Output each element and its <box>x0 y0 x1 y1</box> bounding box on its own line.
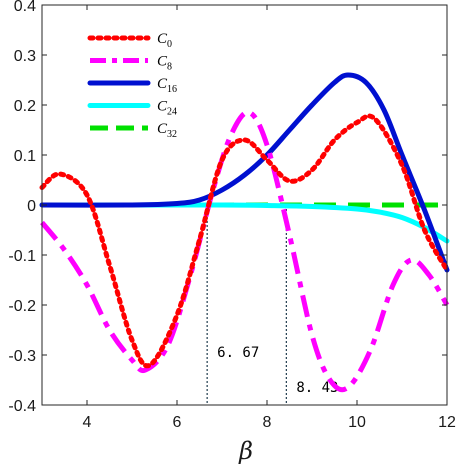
axes-layer: 4 6 8 10 12 -0.4 -0.3 -0.2 -0.1 0 0.1 0.2 0.3 0.4 <box>8 0 456 431</box>
y-tick-label: -0.3 <box>8 348 36 365</box>
y-tick-label: 0.3 <box>14 48 36 65</box>
legend-label: C24 <box>157 99 177 118</box>
series-layer <box>39 72 450 393</box>
legend-label: C16 <box>157 76 177 95</box>
annotation-layer: 6. 67 8. 43 <box>206 205 339 405</box>
x-tick-label: 4 <box>83 414 92 431</box>
legend: C0 C8 C16 C24 C32 <box>87 31 177 140</box>
y-tick-label: 0 <box>27 198 36 215</box>
series-line-C0 <box>39 113 450 369</box>
x-tick-label: 8 <box>263 414 272 431</box>
x-axis-label: β <box>238 437 253 465</box>
annotation-label: 6. 67 <box>217 345 259 361</box>
y-tick-label: -0.2 <box>8 298 36 315</box>
x-tick-label: 10 <box>348 414 366 431</box>
y-tick-label: -0.1 <box>8 248 36 265</box>
x-tick-label: 12 <box>438 414 456 431</box>
series-line-C16 <box>39 72 450 273</box>
y-tick-label: 0.2 <box>14 98 36 115</box>
y-tick-label: 0.4 <box>14 0 36 15</box>
legend-label: C8 <box>157 54 172 73</box>
annotation-label: 8. 43 <box>296 380 338 396</box>
legend-label: C0 <box>157 31 172 50</box>
y-tick-label: -0.4 <box>8 398 36 415</box>
x-tick-label: 6 <box>173 414 182 431</box>
y-tick-label: 0.1 <box>14 148 36 165</box>
series-line-C8 <box>40 109 450 393</box>
legend-label: C32 <box>157 121 177 140</box>
